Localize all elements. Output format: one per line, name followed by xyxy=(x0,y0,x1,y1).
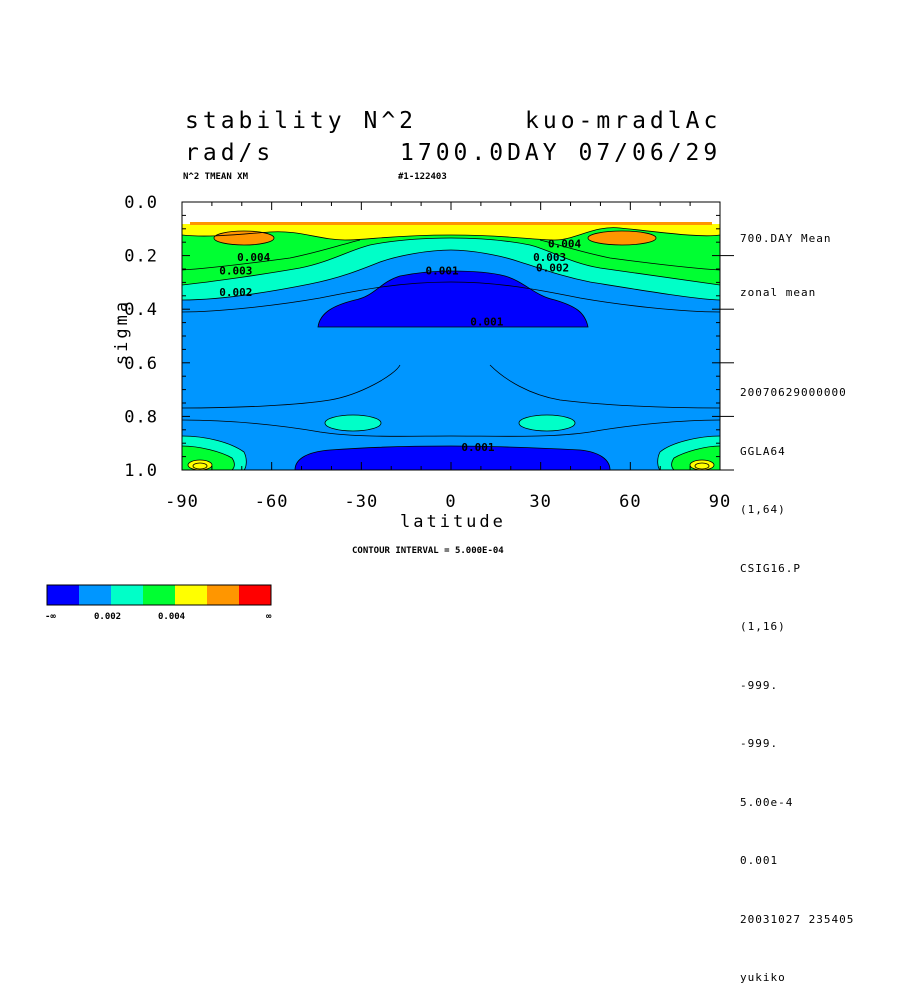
contour-line-layer xyxy=(182,227,720,470)
contour-label: 0.004 xyxy=(237,251,270,264)
contour-label: 0.002 xyxy=(536,262,569,275)
experiment-name: kuo-mradlAc xyxy=(525,108,722,134)
contour-label-layer: 0.0040.0030.0020.0010.0010.0040.0030.002… xyxy=(219,238,581,455)
y-axis-title: sigma xyxy=(112,298,133,366)
side-info-line: 700.DAY Mean xyxy=(740,232,832,245)
x-tick-label: 30 xyxy=(529,492,551,512)
x-tick-label: 0 xyxy=(445,492,456,512)
units-label: rad/s xyxy=(185,140,275,166)
fill-island-south xyxy=(325,415,381,431)
y-tick-label: 0.0 xyxy=(124,193,158,213)
x-tick-label: -60 xyxy=(255,492,289,512)
contour-label: 0.003 xyxy=(219,264,252,277)
axes-layer: -90 -60 -30 0 30 60 90 0.0 0.2 0.4 0.6 0.8 1.0 xyxy=(124,193,734,512)
side-info-line: 0.001 xyxy=(740,854,779,867)
fill-island-north xyxy=(519,415,575,431)
x-tick-label: -30 xyxy=(344,492,378,512)
fill-top-orange xyxy=(190,222,712,225)
x-axis-title: latitude xyxy=(400,512,506,532)
y-tick-label: 0.6 xyxy=(124,354,158,374)
contour-label: 0.001 xyxy=(461,441,494,454)
run-id-label: #1-122403 xyxy=(398,172,447,182)
y-tick-label: 0.4 xyxy=(124,300,158,320)
side-info-line: -999. xyxy=(740,737,779,750)
contour-interval-label: CONTOUR INTERVAL = 5.000E-04 xyxy=(352,546,504,556)
fill-min-surface xyxy=(295,446,610,470)
y-tick-label: 0.2 xyxy=(124,247,158,267)
side-info-bottom: 20070629000000 GGLA64 (1,64) CSIG16.P (1… xyxy=(740,344,854,1007)
side-info-line: 20031027 235405 xyxy=(740,912,855,926)
side-info-line: 5.00e-4 xyxy=(740,795,794,809)
contour-label: 0.002 xyxy=(219,286,252,299)
side-info-line: (1,64) xyxy=(740,503,786,516)
contour-plot: 0.0040.0030.0020.0010.0010.0040.0030.002… xyxy=(124,193,734,512)
y-tick-label: 0.8 xyxy=(124,407,158,427)
time-label: 1700.0DAY 07/06/29 xyxy=(400,140,722,166)
fill-min-upper xyxy=(318,271,588,327)
side-info-top: 700.DAY Mean zonal mean xyxy=(740,194,831,320)
contour-label: 0.004 xyxy=(548,238,581,251)
fill-max-north xyxy=(588,231,656,245)
side-info-line: 20070629000000 xyxy=(740,386,847,399)
fill-top-strip xyxy=(182,202,720,224)
x-tick-label: 90 xyxy=(709,492,731,512)
contour-fill-layer xyxy=(182,202,720,470)
side-info-line: yukiko xyxy=(740,971,786,984)
chart-title: stability N^2 xyxy=(185,108,418,134)
side-info-line: CSIG16.P xyxy=(740,561,801,575)
x-tick-label: -90 xyxy=(165,492,199,512)
side-info-line: zonal mean xyxy=(740,286,817,299)
side-info-line: (1,16) xyxy=(740,620,786,633)
contour-label: 0.003 xyxy=(533,251,566,264)
contour-label: 0.001 xyxy=(470,315,503,328)
y-tick-label: 1.0 xyxy=(124,461,158,481)
variable-label: N^2 TMEAN XM xyxy=(183,172,249,182)
side-info-line: -999. xyxy=(740,678,779,692)
x-tick-label: 60 xyxy=(619,492,641,512)
contour-label: 0.001 xyxy=(425,264,458,277)
fill-max-south xyxy=(214,231,274,245)
side-info-line: GGLA64 xyxy=(740,444,786,458)
